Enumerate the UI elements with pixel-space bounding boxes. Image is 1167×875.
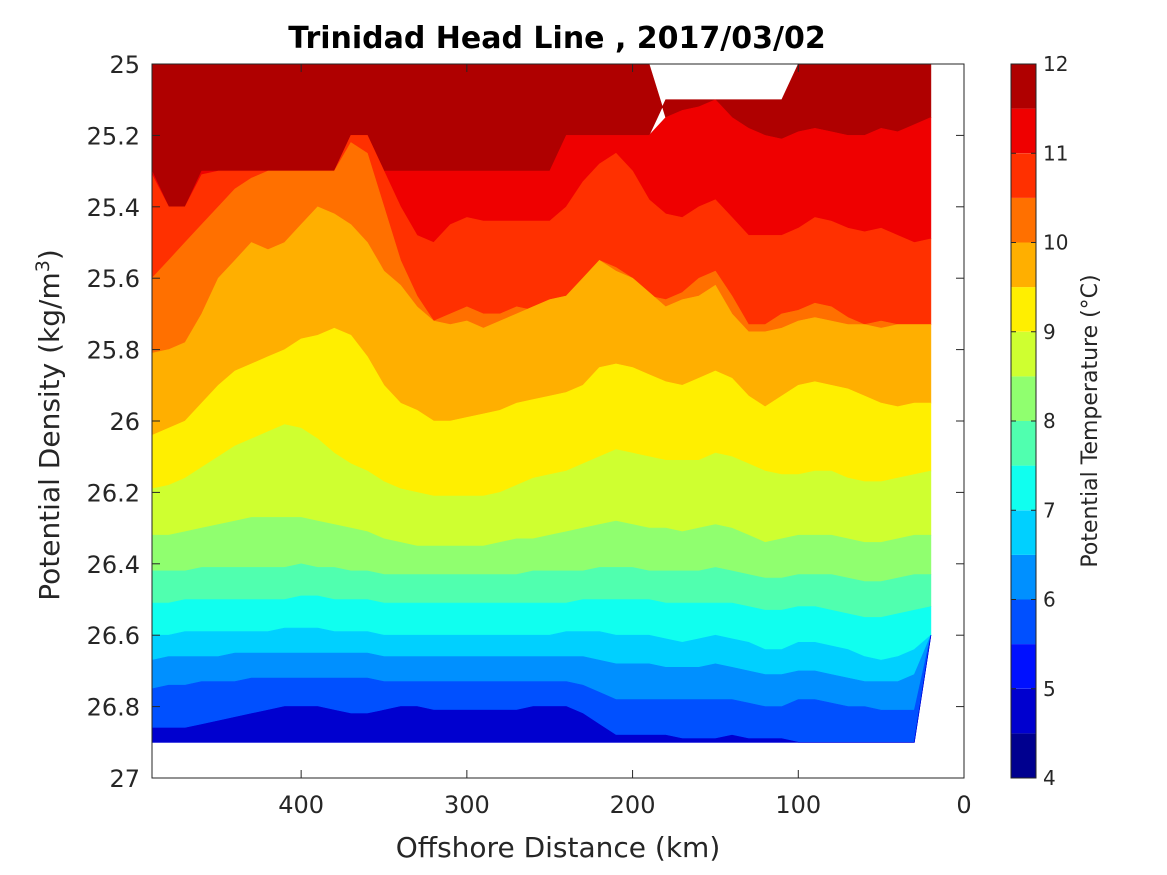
colorbar-swatch (1011, 64, 1036, 109)
colorbar-tick-label: 8 (1043, 409, 1056, 433)
colorbar-swatch (1011, 465, 1036, 511)
colorbar-swatch (1011, 108, 1036, 154)
x-tick-label: 100 (775, 791, 821, 819)
colorbar-swatch (1011, 510, 1036, 555)
y-tick-label: 27 (109, 765, 140, 793)
colorbar-swatch (1011, 376, 1036, 421)
y-tick-label: 26.4 (87, 551, 140, 579)
y-axis-label-superscript: 3 (32, 260, 54, 272)
colorbar-swatch (1011, 421, 1036, 466)
colorbar-tick-label: 7 (1043, 498, 1056, 522)
y-tick-label: 25.8 (87, 337, 140, 365)
y-tick-label: 25.6 (87, 265, 140, 293)
colorbar-swatch (1011, 242, 1036, 288)
colorbar-tick-label: 6 (1043, 588, 1056, 612)
y-tick-label: 25 (109, 51, 140, 79)
contour-band-4_5 (152, 635, 932, 743)
colorbar-label: Potential Temperature (°C) (1078, 274, 1103, 567)
colorbar-swatch (1011, 197, 1036, 243)
y-tick-label: 26.8 (87, 694, 140, 722)
colorbar-tick-label: 12 (1043, 52, 1068, 76)
x-axis: 400 300 200 100 0 (278, 64, 972, 819)
x-tick-label: 200 (610, 791, 656, 819)
y-tick-label: 26.6 (87, 622, 140, 650)
chart-title: Trinidad Head Line , 2017/03/02 (288, 21, 825, 56)
colorbar-swatch (1011, 733, 1036, 778)
y-tick-label: 26.2 (87, 479, 140, 507)
colorbar-swatch (1011, 599, 1036, 645)
y-axis: 25 25.2 25.4 25.6 25.8 26 26.2 26.4 26.6 26.8 27 (87, 51, 964, 793)
colorbar-swatch (1011, 688, 1036, 734)
x-axis-label: Offshore Distance (km) (396, 831, 721, 864)
x-tick-label: 300 (444, 791, 490, 819)
x-tick-label: 0 (956, 791, 971, 819)
y-axis-label-main: Potential Density (kg/m (33, 272, 66, 601)
x-tick-label: 400 (278, 791, 324, 819)
y-axis-label: Potential Density (kg/m3) (32, 249, 66, 601)
colorbar-tick-label: 5 (1043, 677, 1056, 701)
y-axis-label-suffix: ) (33, 249, 66, 260)
colorbar-tick-label: 9 (1043, 320, 1056, 344)
colorbar-swatch (1011, 331, 1036, 377)
colorbar-swatch (1011, 153, 1036, 198)
colorbar-swatch (1011, 644, 1036, 689)
colorbar: 4 5 6 7 8 9 10 11 12 (1010, 52, 1068, 790)
y-tick-label: 25.2 (87, 122, 140, 150)
y-tick-label: 26 (109, 408, 140, 436)
colorbar-swatch (1011, 554, 1036, 600)
y-tick-label: 25.4 (87, 194, 140, 222)
contour-fills (152, 64, 932, 743)
colorbar-tick-label: 11 (1043, 141, 1068, 165)
colorbar-tick-label: 10 (1043, 231, 1068, 255)
colorbar-tick-label: 4 (1043, 766, 1056, 790)
colorbar-swatch (1011, 287, 1036, 332)
